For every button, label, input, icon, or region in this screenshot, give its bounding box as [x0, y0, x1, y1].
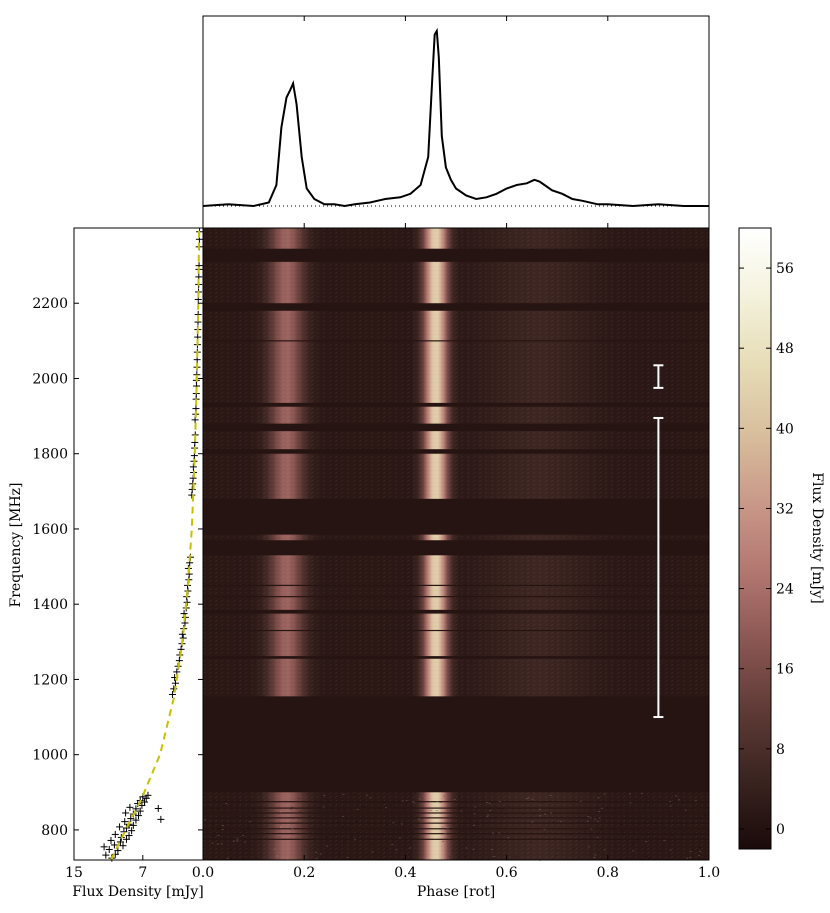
colorbar-tick-label: 40	[776, 421, 794, 437]
masked-band	[203, 540, 709, 555]
zapped-channel	[203, 340, 709, 341]
masked-band	[203, 303, 709, 311]
zapped-channel	[203, 839, 709, 840]
colorbar-tick-label: 16	[776, 662, 794, 678]
phase-x-label: Phase [rot]	[417, 884, 495, 900]
zapped-channel	[203, 828, 709, 829]
y-tick-label: 1600	[32, 522, 68, 538]
colorbar-tick-label: 48	[776, 341, 794, 357]
y-tick-label: 1400	[32, 597, 68, 613]
masked-band	[203, 610, 709, 614]
y-axis-label: Frequency [MHz]	[8, 482, 24, 607]
colorbar: 0 8 16 24 32 40 48 56 Flux Density [mJy]	[739, 228, 825, 849]
colorbar-tick-label: 8	[776, 742, 785, 758]
colorbar-tick-label: 0	[776, 822, 785, 838]
zapped-channel	[203, 630, 709, 631]
colorbar-label: Flux Density [mJy]	[809, 472, 825, 603]
masked-band	[203, 656, 709, 659]
spectrum-x-label: Flux Density [mJy]	[72, 884, 203, 900]
zapped-channel	[203, 596, 709, 597]
colorbar-tick-label: 32	[776, 501, 794, 517]
y-tick-label: 1000	[32, 748, 68, 764]
zapped-channel	[203, 585, 709, 586]
zapped-channel	[203, 817, 709, 818]
x-tick-label: 0.6	[495, 865, 517, 881]
x-tick-label: 0.2	[293, 865, 315, 881]
y-tick-label: 2000	[32, 371, 68, 387]
x-tick-label: 0.4	[394, 865, 416, 881]
spectrum-x-tick-label: 15	[65, 865, 83, 881]
zapped-channel	[203, 801, 709, 802]
zapped-channel	[203, 833, 709, 834]
spectrum-panel: 800 1000 1200 1400 1600 1800 2000 2200 15 7 0.0	[32, 228, 214, 881]
spectrum-x-tick-label: 7	[138, 865, 147, 881]
masked-band	[203, 403, 709, 407]
masked-band	[203, 696, 709, 792]
spectrum-x-tick-label: 0.0	[192, 865, 214, 881]
y-tick-label: 2200	[32, 296, 68, 312]
masked-band	[203, 249, 709, 262]
dynamic-spectrum-panel: 0.2 0.4 0.6 0.8 1.0	[203, 228, 720, 881]
x-tick-label: 1.0	[698, 865, 720, 881]
zapped-channel	[203, 823, 709, 824]
profile-panel	[203, 16, 709, 228]
colorbar-tick-label: 56	[776, 261, 794, 277]
masked-band	[203, 424, 709, 432]
masked-band	[203, 449, 709, 454]
colorbar-tick-label: 24	[776, 582, 794, 598]
y-tick-label: 800	[41, 823, 68, 839]
y-tick-label: 1800	[32, 447, 68, 463]
zapped-channel	[203, 807, 709, 808]
y-tick-label: 1200	[32, 672, 68, 688]
x-tick-label: 0.8	[597, 865, 619, 881]
zapped-channel	[203, 812, 709, 813]
masked-band	[203, 499, 709, 535]
